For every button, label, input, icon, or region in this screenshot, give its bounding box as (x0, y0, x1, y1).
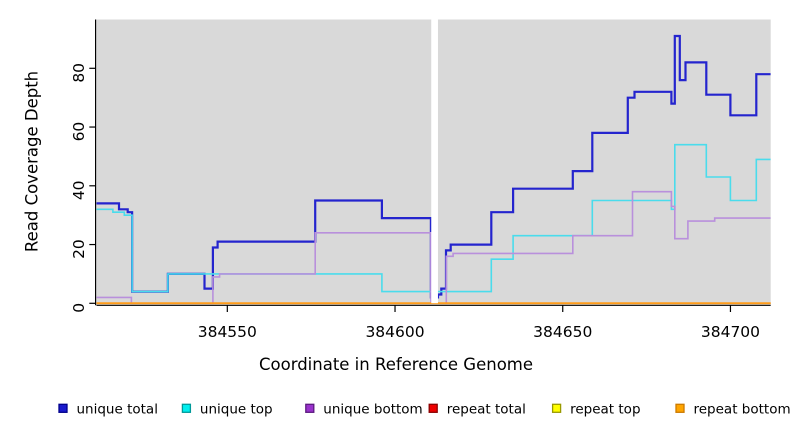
legend-swatch-repeat-bottom (675, 403, 685, 413)
legend-label-unique-top: unique top (200, 401, 273, 417)
legend-item-repeat-total: repeat total (428, 401, 526, 417)
legend-label-repeat-bottom: repeat bottom (694, 401, 791, 417)
legend-label-unique-bottom: unique bottom (323, 401, 422, 417)
y-tick-label-40: 40 (70, 180, 88, 200)
series-line-unique-total (96, 34, 771, 299)
y-tick-label-80: 80 (70, 63, 88, 83)
masked-gap-band (431, 18, 438, 304)
legend-label-repeat-top: repeat top (570, 401, 640, 417)
x-axis-title: Coordinate in Reference Genome (258, 355, 534, 374)
legend-swatch-unique-top (181, 403, 192, 413)
series-lines (96, 34, 771, 305)
series-line-unique-top (96, 143, 771, 293)
legend-swatch-unique-total (58, 403, 68, 413)
legend-label-unique-total: unique total (77, 401, 158, 417)
legend-swatch-repeat-top (551, 403, 562, 413)
legend-item-unique-bottom: unique bottom (305, 401, 423, 417)
legend-item-repeat-bottom: repeat bottom (675, 401, 791, 417)
legend-swatch-repeat-total (428, 403, 438, 413)
legend-label-repeat-total: repeat total (447, 401, 526, 417)
x-tick-label-384550: 384550 (198, 323, 257, 341)
legend-item-repeat-top: repeat top (551, 401, 641, 417)
x-tick-label-384600: 384600 (365, 323, 424, 341)
legend: unique total unique top unique bottom repea… (58, 401, 791, 417)
legend-item-unique-total: unique total (58, 401, 158, 417)
x-tick-label-384700: 384700 (701, 323, 760, 341)
y-axis-title: Read Coverage Depth (22, 70, 42, 253)
y-tick-label-20: 20 (70, 239, 88, 259)
legend-swatch-unique-bottom (305, 403, 315, 413)
legend-item-unique-top: unique top (181, 401, 273, 417)
series-line-unique-bottom (96, 190, 771, 305)
x-tick-label-384650: 384650 (533, 323, 592, 341)
y-tick-label-0: 0 (70, 303, 88, 313)
y-tick-label-60: 60 (70, 122, 88, 142)
